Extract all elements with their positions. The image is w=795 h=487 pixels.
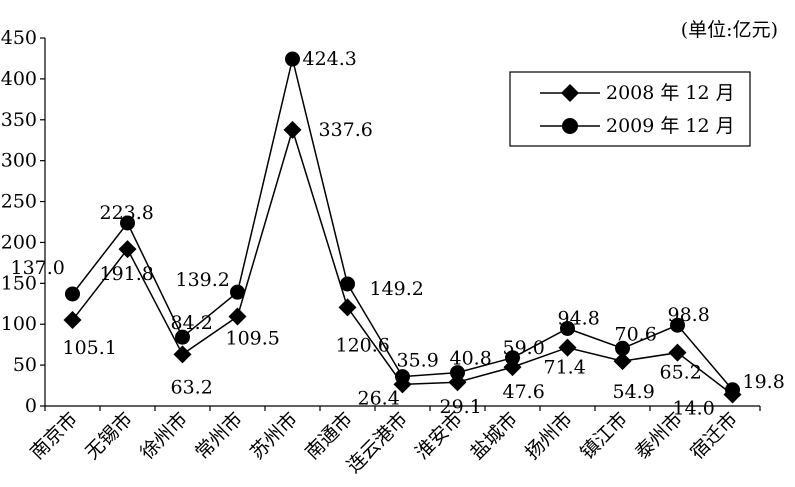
diamond-point bbox=[558, 338, 577, 357]
axes: 0 50 100 150 200 250 300 350 400 450 bbox=[1, 27, 761, 417]
diamond-point bbox=[118, 240, 137, 259]
data-label: 26.4 bbox=[358, 387, 400, 409]
x-category-label: 无锡市 bbox=[81, 408, 137, 464]
y-tick-label: 250 bbox=[1, 191, 37, 213]
data-label: 98.8 bbox=[668, 304, 710, 326]
diamond-point bbox=[668, 343, 687, 362]
diamond-point bbox=[613, 352, 632, 371]
legend-label-2008: 2008 年 12 月 bbox=[606, 82, 735, 104]
data-label: 191.8 bbox=[100, 263, 154, 285]
x-category-label: 徐州市 bbox=[136, 408, 192, 464]
y-tick-label: 400 bbox=[1, 68, 37, 90]
data-label: 14.0 bbox=[673, 398, 715, 420]
circle-point bbox=[560, 320, 575, 336]
circle-point bbox=[230, 284, 245, 300]
legend-marker-diamond bbox=[561, 84, 579, 102]
circle-point bbox=[725, 382, 740, 398]
data-label: 94.8 bbox=[558, 307, 600, 329]
circle-point bbox=[285, 51, 300, 67]
data-label: 71.4 bbox=[544, 357, 586, 379]
data-label: 19.8 bbox=[743, 371, 785, 393]
circle-point bbox=[670, 317, 685, 333]
circle-point bbox=[340, 276, 355, 292]
y-tick-label: 300 bbox=[1, 150, 37, 172]
circle-point bbox=[615, 340, 630, 356]
data-label: 223.8 bbox=[100, 202, 154, 224]
circle-point bbox=[65, 286, 80, 302]
data-label: 424.3 bbox=[303, 48, 357, 70]
y-tick-label: 200 bbox=[1, 231, 37, 253]
data-label: 40.8 bbox=[450, 348, 492, 370]
data-label: 35.9 bbox=[397, 350, 439, 372]
data-label: 139.2 bbox=[176, 269, 230, 291]
data-labels: 105.1 191.8 63.2 109.5 337.6 120.6 26.4 29.1 47.… bbox=[11, 48, 785, 420]
x-category-label: 镇江市 bbox=[576, 408, 632, 464]
circle-point bbox=[395, 369, 410, 385]
y-tick-label: 50 bbox=[13, 354, 37, 376]
legend-box bbox=[509, 71, 751, 147]
data-label: 120.6 bbox=[336, 334, 390, 356]
data-label: 63.2 bbox=[171, 376, 213, 398]
diamond-point bbox=[283, 120, 302, 139]
legend-label-2009: 2009 年 12 月 bbox=[606, 115, 735, 137]
x-category-label: 常州市 bbox=[191, 408, 247, 464]
diamond-point bbox=[338, 298, 357, 317]
data-label: 29.1 bbox=[440, 396, 482, 418]
data-label: 70.6 bbox=[615, 323, 657, 345]
y-tick-label: 450 bbox=[1, 27, 37, 49]
x-category-label: 泰州市 bbox=[631, 408, 687, 464]
y-tick-label: 150 bbox=[1, 272, 37, 294]
data-label: 137.0 bbox=[11, 257, 65, 279]
data-label: 65.2 bbox=[660, 362, 702, 384]
data-label: 84.2 bbox=[171, 312, 213, 334]
circle-point bbox=[120, 215, 135, 231]
data-label: 149.2 bbox=[370, 278, 424, 300]
y-tick-label: 350 bbox=[1, 109, 37, 131]
diamond-point bbox=[63, 311, 82, 330]
data-label: 47.6 bbox=[503, 381, 545, 403]
x-category-label: 苏州市 bbox=[246, 408, 302, 464]
x-category-label: 连云港市 bbox=[343, 408, 412, 477]
circle-point bbox=[450, 365, 465, 381]
data-label: 109.5 bbox=[226, 327, 280, 349]
circle-point bbox=[505, 350, 520, 366]
diamond-point bbox=[228, 307, 247, 326]
legend: 2008 年 12 月 2009 年 12 月 bbox=[509, 71, 751, 147]
legend-marker-circle bbox=[562, 118, 578, 134]
y-tick-label: 0 bbox=[25, 395, 37, 417]
x-category-label: 扬州市 bbox=[521, 408, 577, 464]
data-label: 105.1 bbox=[63, 337, 117, 359]
markers bbox=[63, 51, 742, 404]
unit-label: (单位:亿元) bbox=[681, 19, 778, 41]
data-label: 59.0 bbox=[503, 337, 545, 359]
data-label: 337.6 bbox=[319, 119, 373, 141]
diamond-point bbox=[173, 345, 192, 364]
data-label: 54.9 bbox=[613, 381, 655, 403]
y-tick-label: 100 bbox=[1, 313, 37, 335]
circle-point bbox=[175, 329, 190, 345]
